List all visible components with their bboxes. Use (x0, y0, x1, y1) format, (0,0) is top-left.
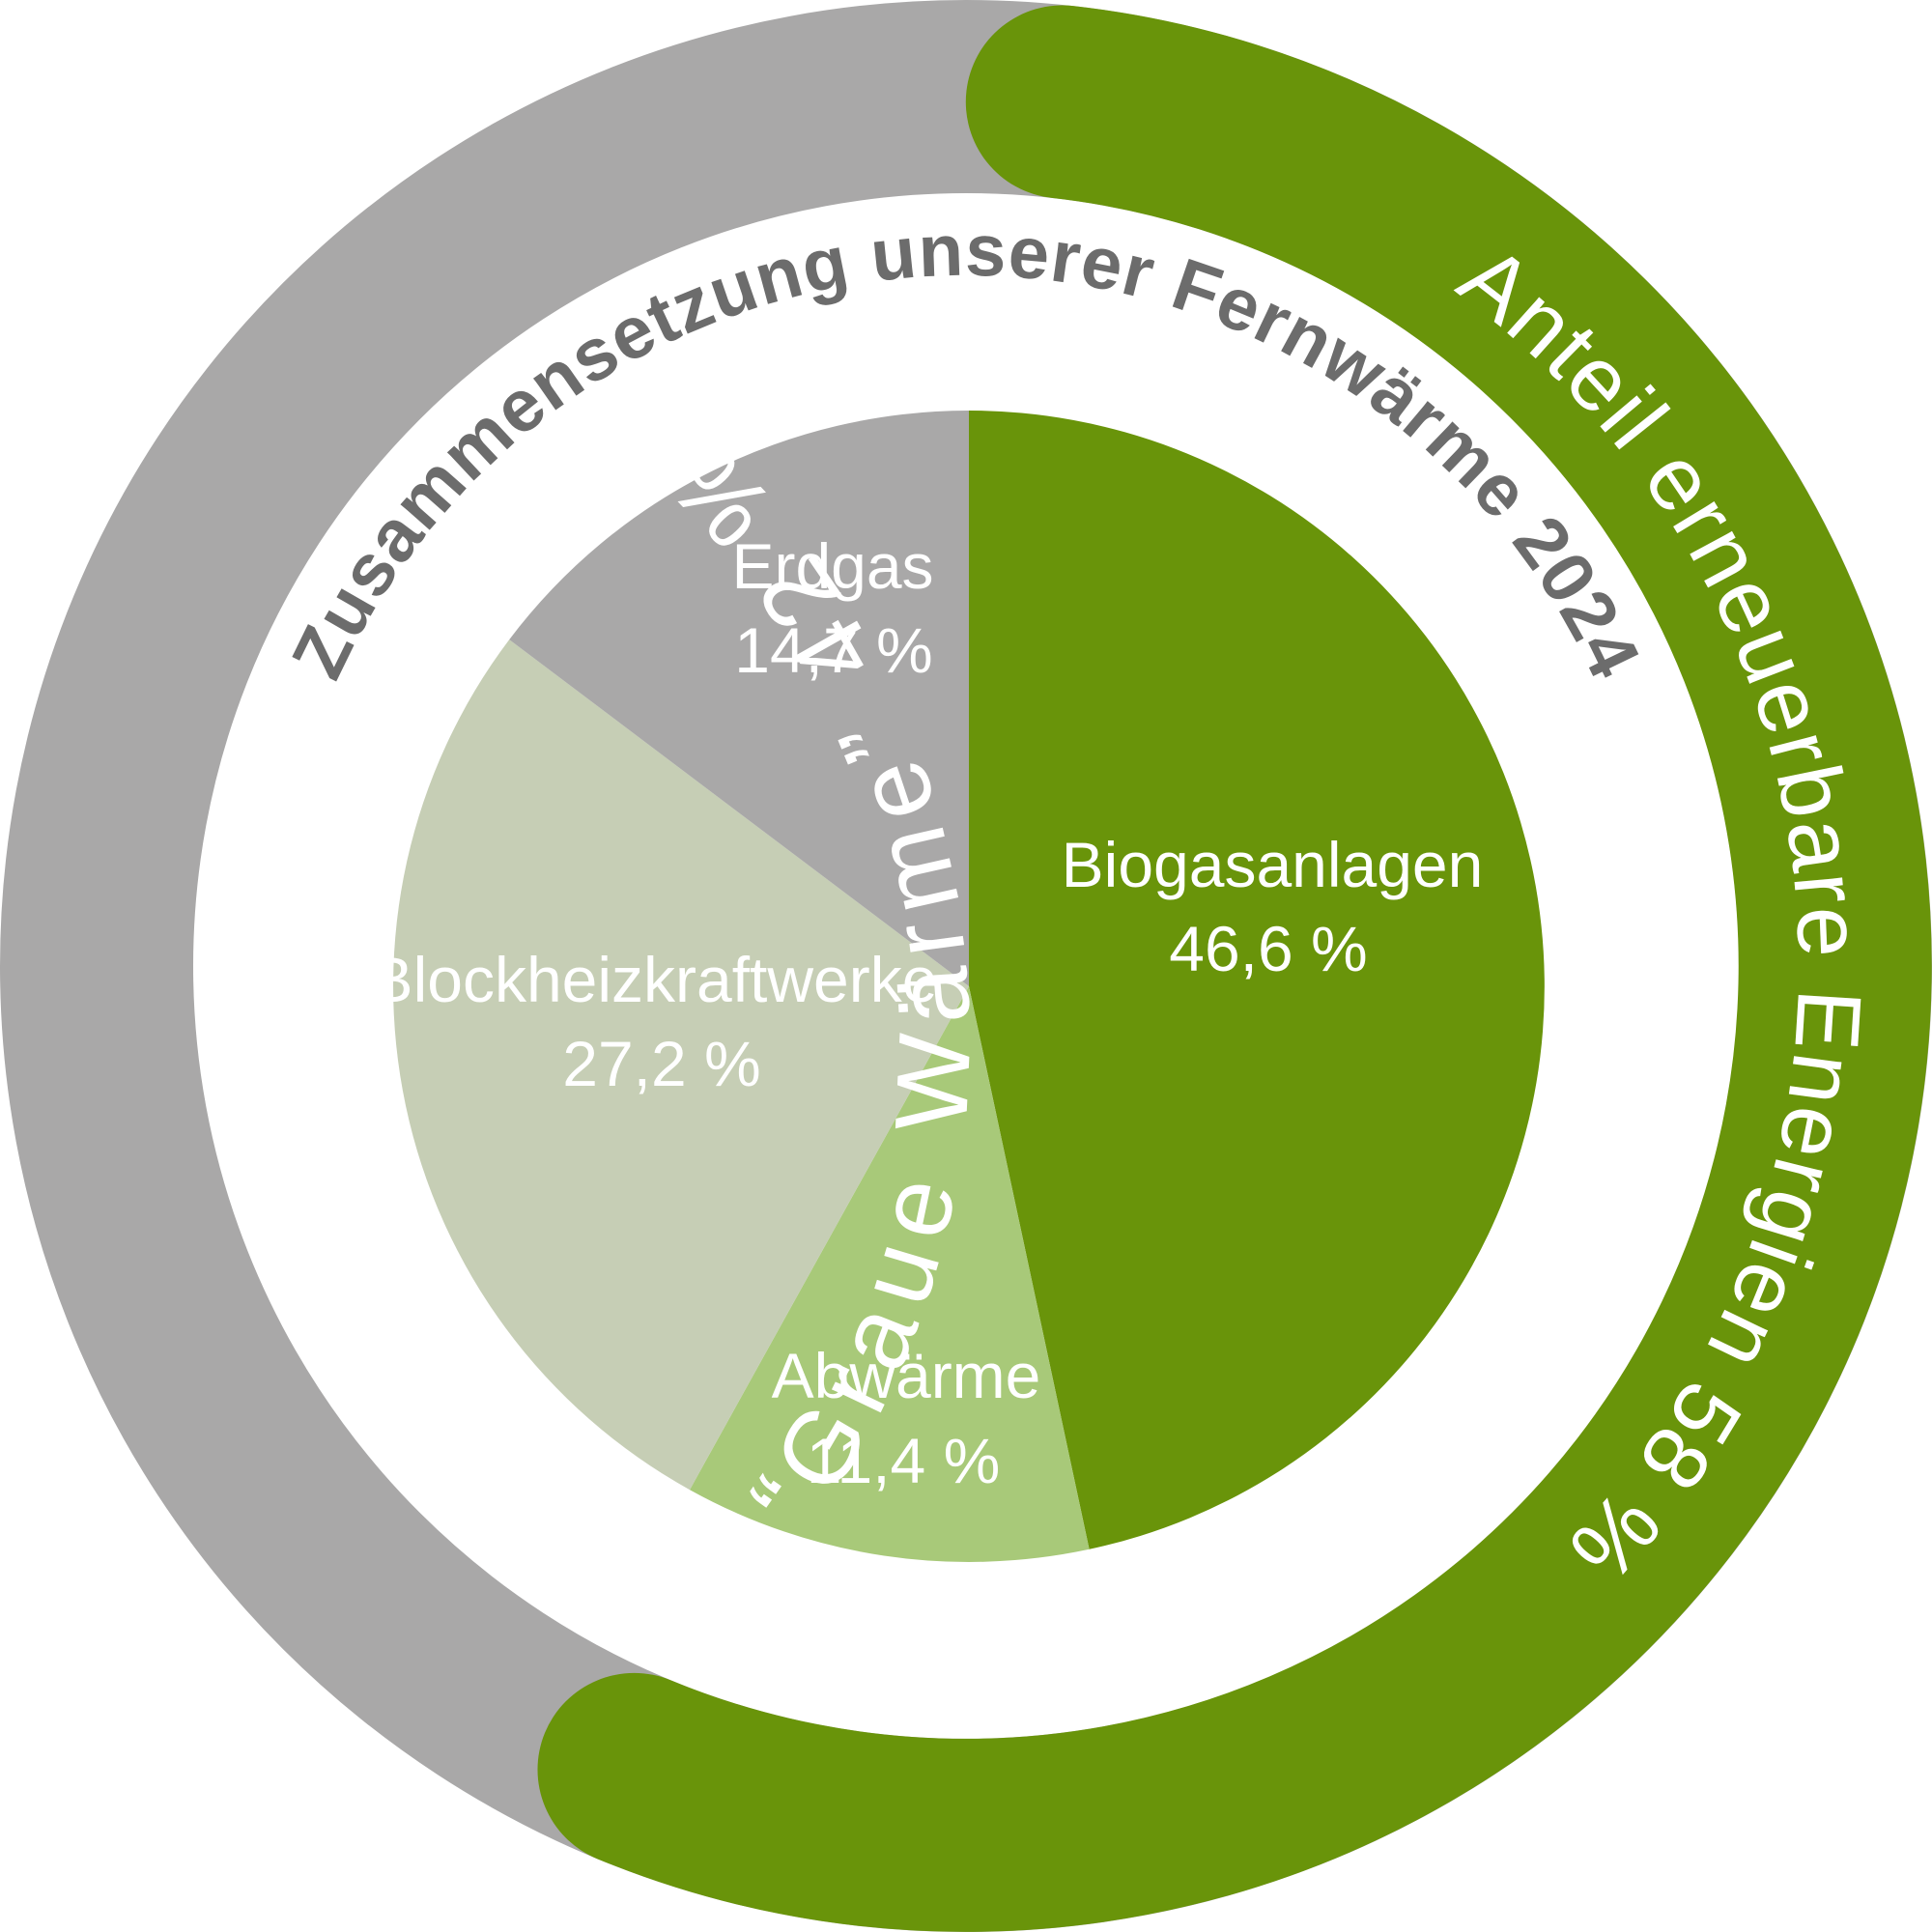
pie-slice-name-erdgas: Erdgas (731, 530, 933, 602)
pie-slice-abwaerme (690, 986, 1090, 1562)
pie-slice-name-biogasanlagen: Biogasanlagen (1062, 829, 1484, 900)
pie-slice-value-blockheizkraftwerke: 27,2 % (562, 1028, 760, 1099)
pie-slice-value-erdgas: 14,7 % (734, 614, 932, 686)
pie-slice-biogasanlagen (969, 411, 1545, 1549)
pie-slice-blockheizkraftwerke (393, 639, 970, 1491)
pie-slice-erdgas (509, 411, 969, 986)
pie-slice-labels: Biogasanlagen 46,6 % Abwärme 11,4 % Blockhei… (371, 530, 1484, 1496)
pie-chart (393, 411, 1545, 1562)
pie-slice-value-abwaerme: 11,4 % (807, 1425, 1001, 1496)
pie-slice-name-abwaerme: Abwärme (772, 1340, 1041, 1411)
pie-slice-value-biogasanlagen: 46,6 % (1169, 913, 1367, 984)
pie-slice-name-blockheizkraftwerke: Blockheizkraftwerke (371, 944, 938, 1015)
outer-ring-green-share (537, 5, 1932, 1932)
